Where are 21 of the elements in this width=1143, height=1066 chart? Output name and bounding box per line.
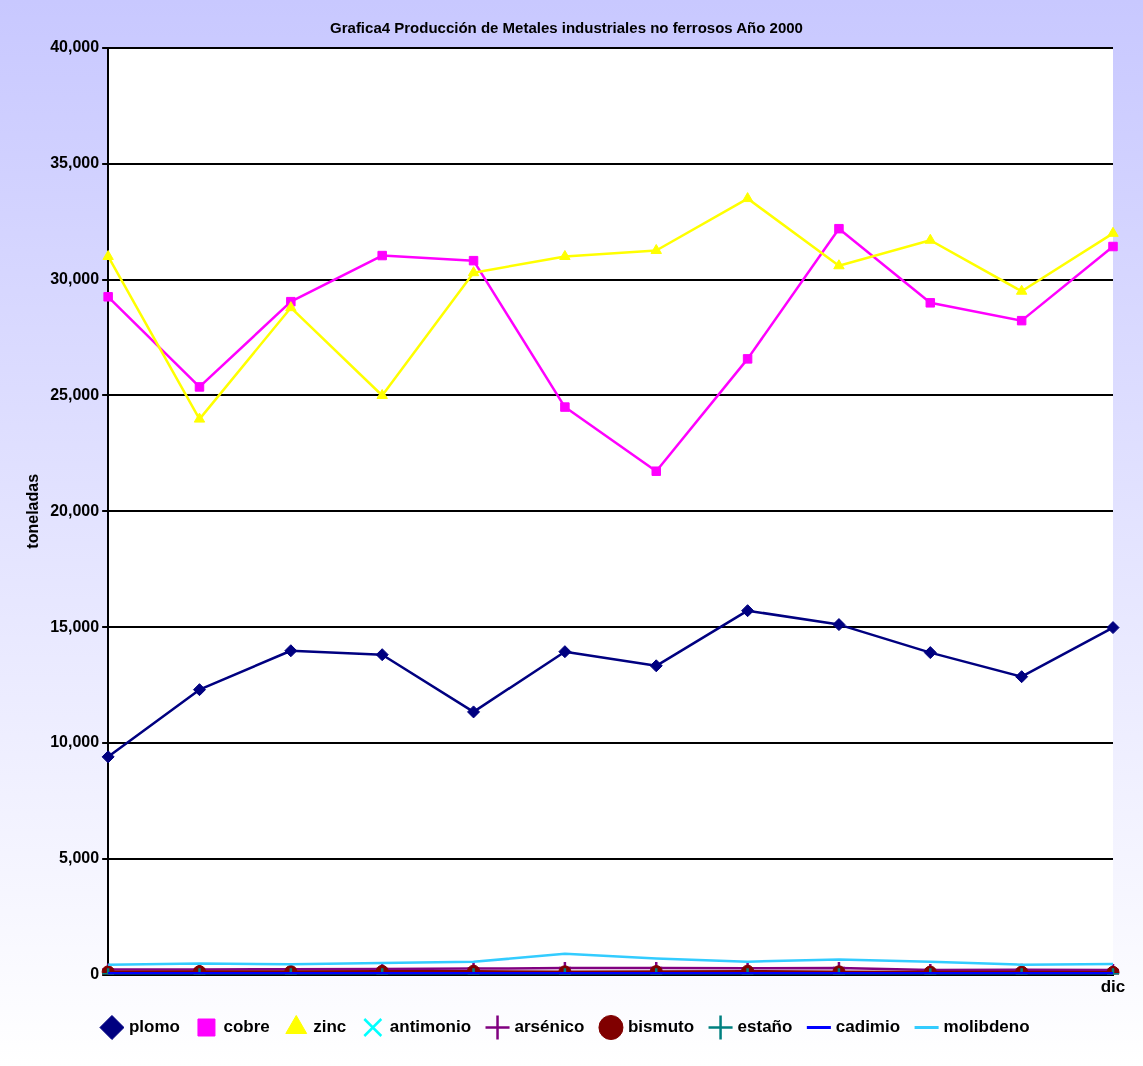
y-tick-label: 5,000 <box>59 849 100 867</box>
y-tick-label: 25,000 <box>50 385 100 403</box>
legend-label: arsénico <box>514 1017 585 1037</box>
legend-label: bismuto <box>627 1017 695 1037</box>
y-tick-label: 15,000 <box>50 617 100 635</box>
legend-label: molibdeno <box>943 1017 1030 1037</box>
y-tick-label: 40,000 <box>50 38 100 56</box>
y-tick-label: 20,000 <box>50 501 100 519</box>
y-tick-label: 10,000 <box>50 733 100 751</box>
y-axis-title: toneladas <box>24 473 42 549</box>
y-tick-label: 0 <box>90 965 100 983</box>
legend-label: cadimio <box>835 1017 901 1037</box>
chart-title: Grafica4 Producción de Metales industriales no ferrosos Año 2000 <box>330 19 803 37</box>
legend-label: cobre <box>223 1017 270 1037</box>
y-tick-label: 35,000 <box>50 154 100 172</box>
legend-label: plomo <box>128 1017 180 1037</box>
legend-label: zinc <box>313 1017 347 1037</box>
legend-label: antimonio <box>389 1017 472 1037</box>
legend-label: estaño <box>737 1017 793 1037</box>
x-tick-label: dic <box>1100 977 1126 997</box>
y-tick-label: 30,000 <box>50 270 100 288</box>
